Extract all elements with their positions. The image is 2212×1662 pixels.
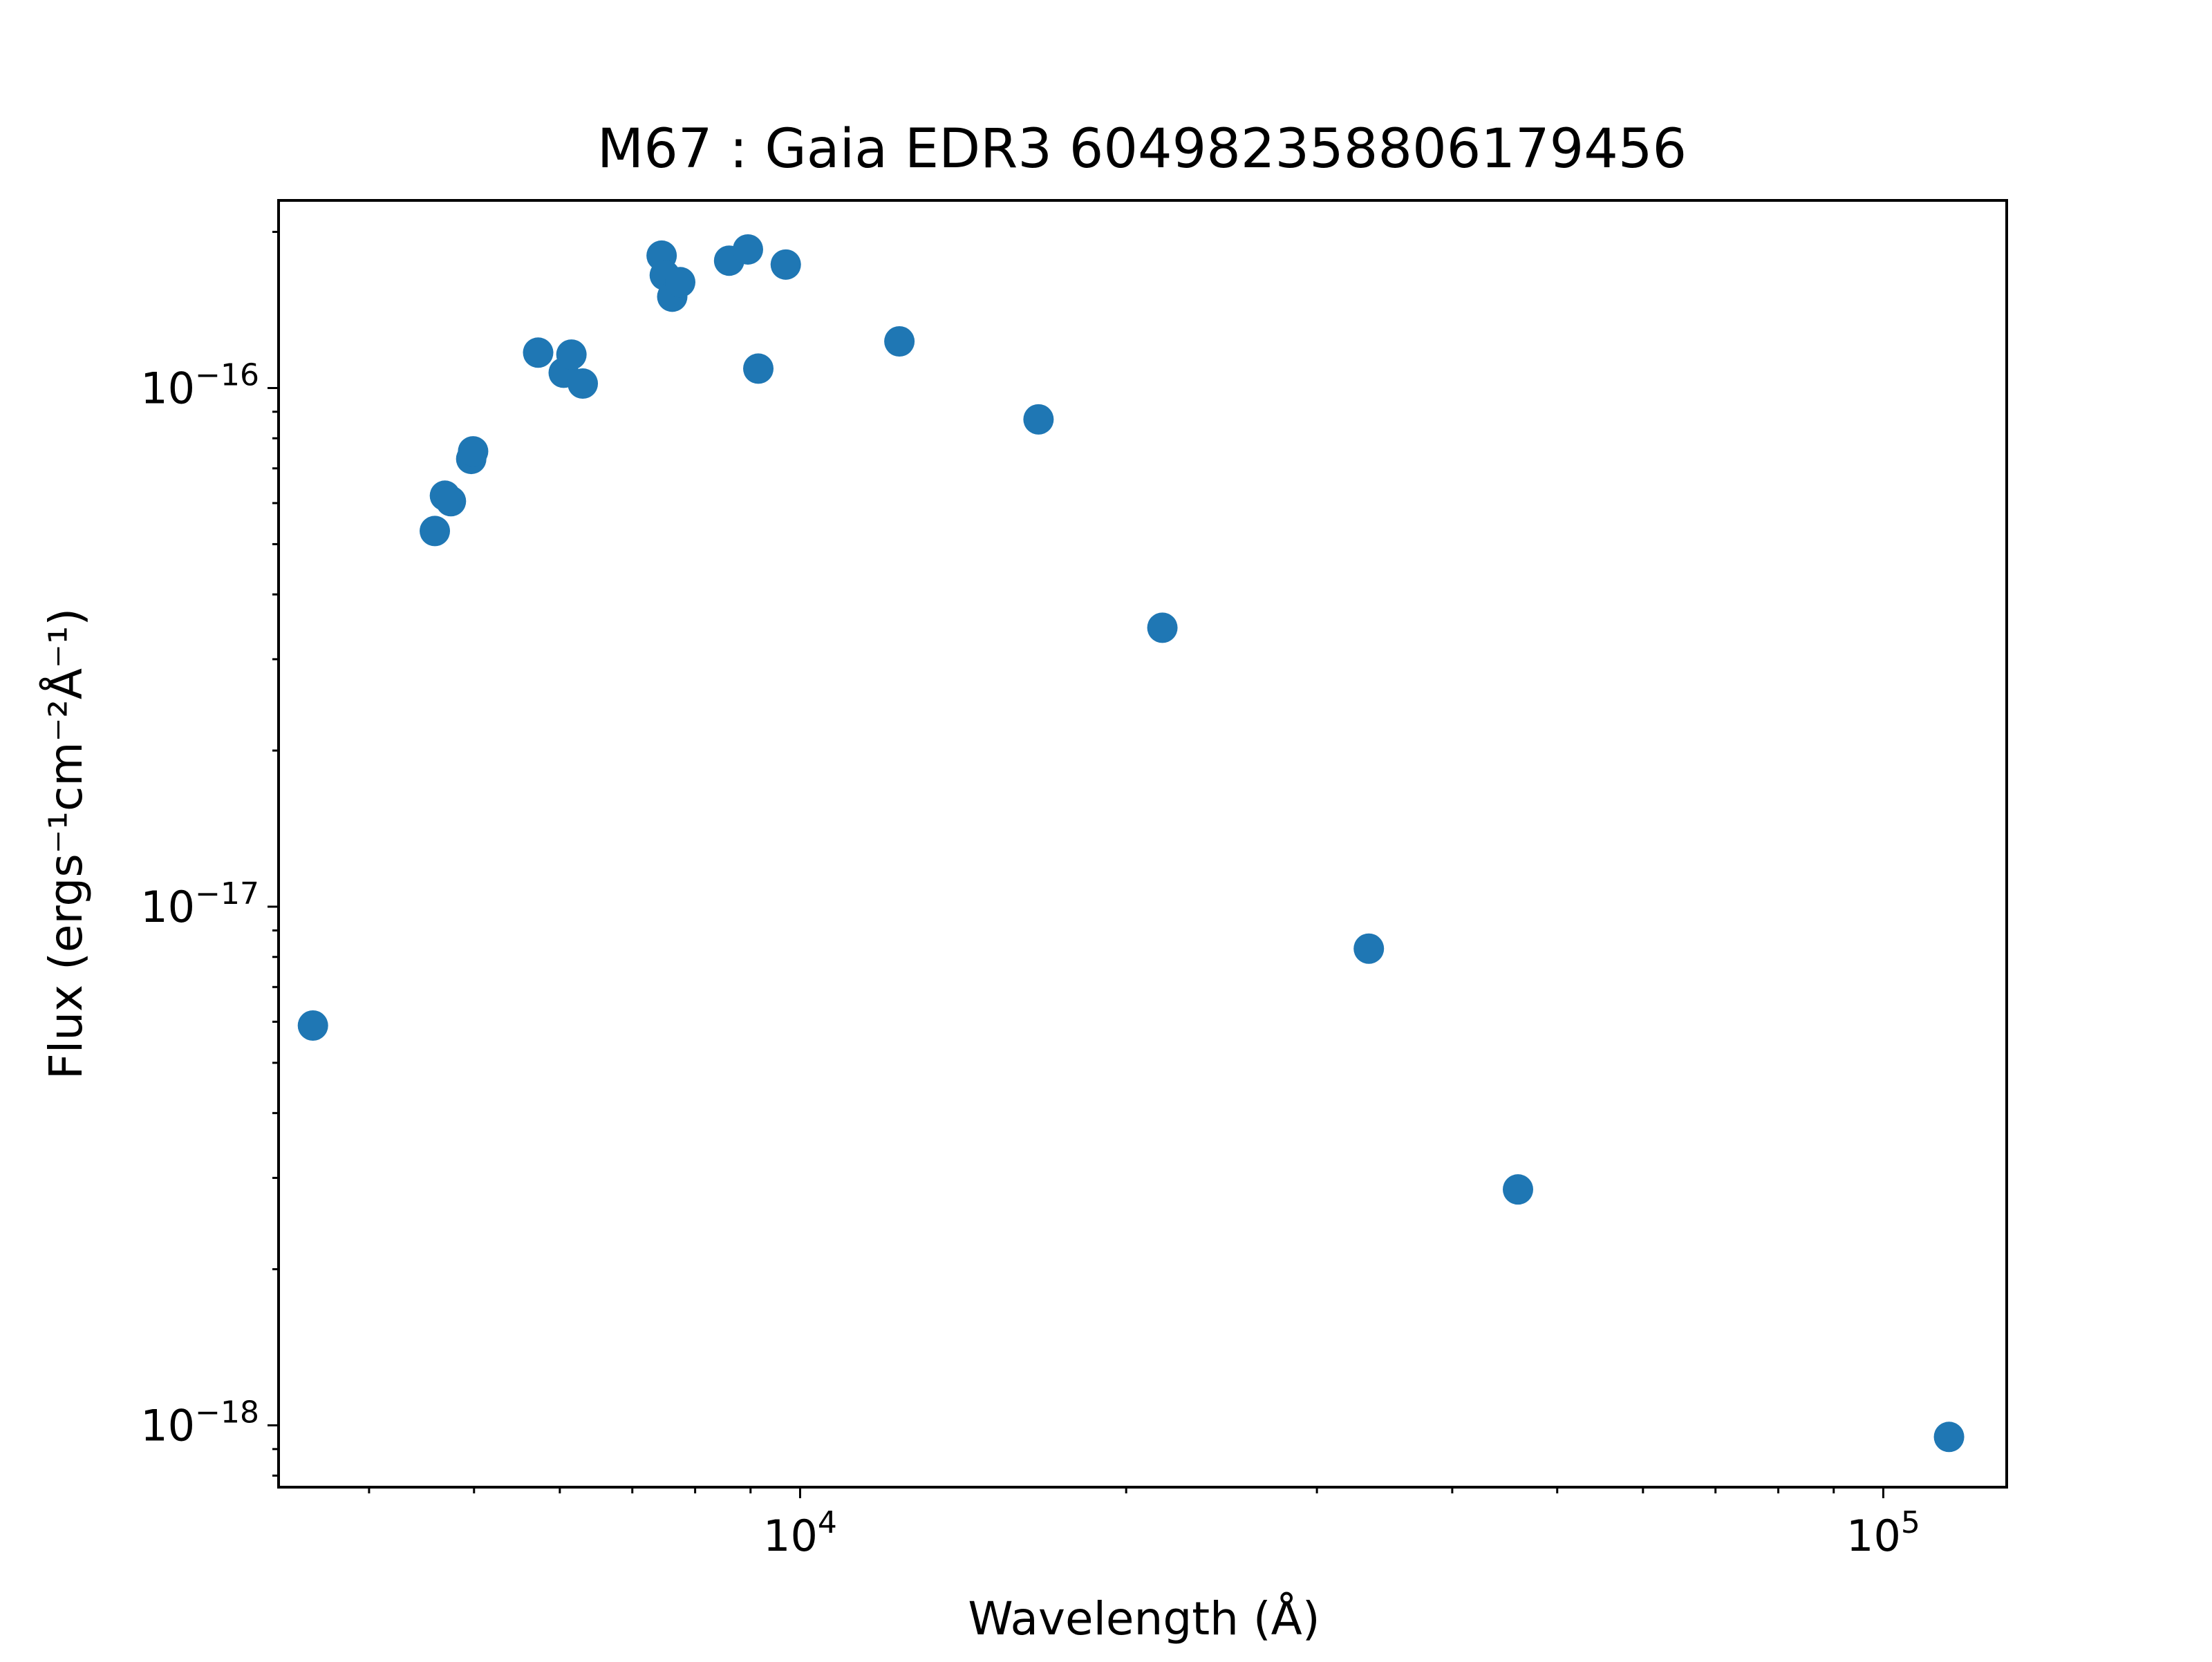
tick-labels: 104 105 10−16 10−17 10−18 [140,357,1920,1561]
data-point [665,267,696,298]
y-axis-label: Flux (ergs⁻¹cm⁻²Å⁻¹) [39,608,93,1079]
data-point [884,326,915,357]
x-tick-label: 104 [763,1505,837,1561]
x-axis-label: Wavelength (Å) [968,1592,1320,1645]
data-point [568,368,599,399]
y-tick-label: 10−18 [140,1395,259,1451]
major-ticks [268,386,1884,1498]
data-point [297,1010,328,1041]
data-point [1933,1422,1965,1453]
data-points [297,234,1965,1453]
data-point [1503,1174,1534,1205]
data-point [1353,933,1385,964]
data-point [732,234,763,265]
data-point [435,486,467,517]
plot-frame [277,199,2008,1489]
y-tick-label: 10−16 [140,357,259,413]
chart-title: M67 : Gaia EDR3 604982358806179456 [597,118,1687,180]
data-point [1147,612,1178,643]
data-point [743,353,774,384]
data-point [420,516,451,547]
data-point [770,249,801,280]
x-tick-label: 105 [1846,1505,1920,1561]
data-point [458,436,489,467]
data-point [556,339,587,370]
data-point [523,337,554,368]
data-point [1023,404,1054,435]
y-tick-label: 10−17 [140,876,259,932]
